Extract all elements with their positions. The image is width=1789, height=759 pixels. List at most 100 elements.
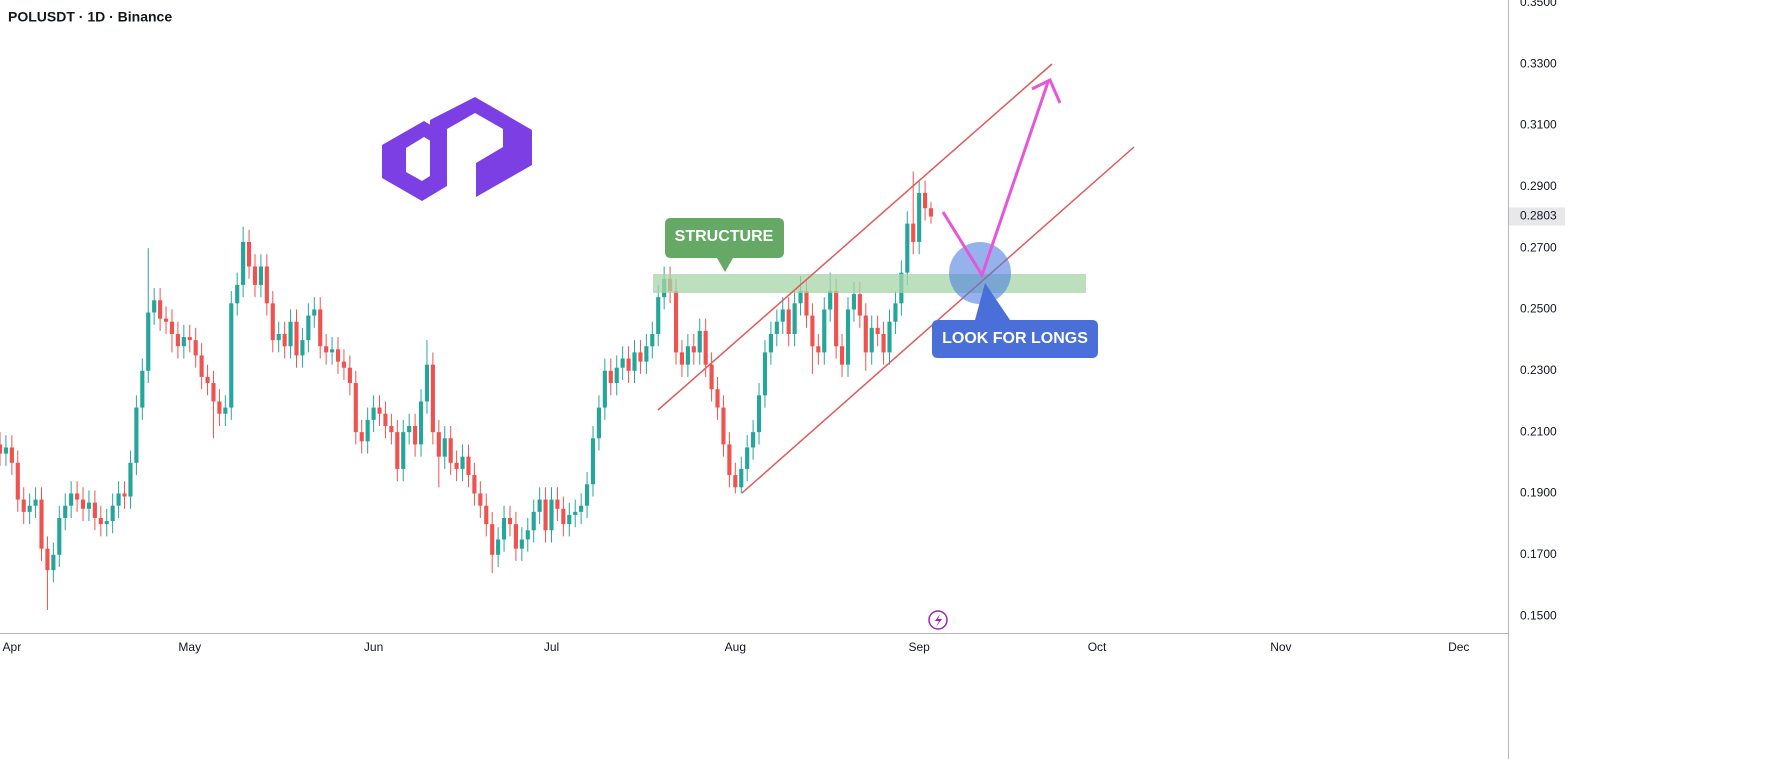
y-tick-label: 0.2500 <box>1520 302 1557 316</box>
candle-body <box>140 370 145 408</box>
y-tick-label: 0.3300 <box>1520 56 1557 70</box>
candle-body <box>418 401 424 445</box>
candle-body <box>383 413 388 426</box>
candle-body <box>715 389 720 408</box>
candle-body <box>644 346 649 362</box>
y-tick-label: 0.2100 <box>1520 424 1557 438</box>
candle-body <box>917 192 922 242</box>
candle-body <box>549 499 554 531</box>
candle-body <box>496 539 501 555</box>
structure-callout <box>665 218 784 272</box>
candle-body <box>98 517 103 525</box>
candle-body <box>893 303 898 322</box>
candle-body <box>158 300 163 319</box>
candle-body <box>324 346 329 353</box>
candle-body <box>490 524 495 555</box>
candle-body <box>223 407 228 414</box>
candle-body <box>175 333 180 347</box>
candle-body <box>501 517 507 540</box>
candle-body <box>709 364 714 390</box>
candle-body <box>721 407 726 445</box>
candle-body <box>608 370 613 384</box>
candle-body <box>424 364 430 402</box>
candle-body <box>460 456 465 469</box>
candle-body <box>697 330 702 353</box>
candle-body <box>45 548 50 571</box>
candle-body <box>733 475 738 488</box>
x-tick-label: Jul <box>544 640 559 654</box>
candle-body <box>579 505 584 512</box>
candle-body <box>371 407 376 420</box>
candle-body <box>626 358 631 371</box>
candle-body <box>75 493 80 500</box>
candle-body <box>229 303 234 408</box>
event-icon <box>928 610 948 630</box>
forecast-arrow <box>941 81 1050 279</box>
candle-body <box>828 291 833 310</box>
candle-body <box>703 330 708 365</box>
candle-body <box>377 407 382 414</box>
y-tick-label: 0.1500 <box>1520 608 1557 622</box>
longs-label: LOOK FOR LONGS <box>942 330 1088 347</box>
y-tick-label: 0.3100 <box>1520 118 1557 132</box>
candle-body <box>507 517 513 525</box>
y-tick-label: 0.3500 <box>1520 0 1557 9</box>
candle-body <box>0 444 3 454</box>
candle-body <box>86 502 92 509</box>
y-tick-label: 0.2700 <box>1520 240 1557 254</box>
candle-body <box>395 432 400 469</box>
structure-label: STRUCTURE <box>675 228 774 245</box>
candle-body <box>389 425 394 433</box>
axes: 0.1500 0.1700 0.1900 0.2100 0.2300 0.2500 0.27… <box>3 0 1565 654</box>
candle-body <box>270 303 275 341</box>
x-tick-label: May <box>178 640 201 654</box>
candle-body <box>810 315 815 347</box>
candle-body <box>110 505 115 522</box>
candle-body <box>454 462 459 469</box>
candle-body <box>359 432 364 442</box>
candle-body <box>584 484 590 506</box>
candle-body <box>407 425 412 433</box>
candle-body <box>543 499 548 531</box>
x-tick-label: Sep <box>908 640 930 654</box>
candle-body <box>751 432 756 448</box>
polygon-logo <box>382 97 532 201</box>
candle-body <box>602 370 607 408</box>
candle-body <box>478 493 483 506</box>
candle-body <box>816 346 821 353</box>
x-tick-label: Aug <box>725 640 746 654</box>
y-tick-label: 0.1700 <box>1520 547 1557 561</box>
candle-body <box>69 493 74 506</box>
candle-body <box>80 499 86 509</box>
candle-body <box>632 352 637 371</box>
candle-body <box>857 294 862 316</box>
candle-body <box>413 425 418 445</box>
candle-body <box>430 364 435 433</box>
candle-body <box>318 309 323 347</box>
candle-body <box>928 208 934 217</box>
candle-body <box>205 376 210 384</box>
candle-body <box>792 303 797 334</box>
candle-body <box>63 505 68 518</box>
candle-body <box>306 315 311 341</box>
candle-body <box>596 407 602 439</box>
candle-body <box>276 333 281 341</box>
candle-body <box>448 438 453 463</box>
candle-body <box>911 223 916 242</box>
candle-body <box>525 530 530 540</box>
candle-body <box>567 514 572 525</box>
candle-body <box>780 309 785 322</box>
candle-body <box>288 321 293 347</box>
candle-body <box>466 456 471 476</box>
candle-body <box>656 297 661 334</box>
last-price-label: 0.2803 <box>1520 209 1557 223</box>
forecast-arrowhead <box>1031 77 1062 104</box>
y-tick-label: 0.1900 <box>1520 486 1557 500</box>
candle-body <box>436 432 441 457</box>
candle-body <box>152 300 157 313</box>
candle-body <box>739 468 744 488</box>
candle-body <box>134 407 139 463</box>
candle-body <box>519 539 524 549</box>
